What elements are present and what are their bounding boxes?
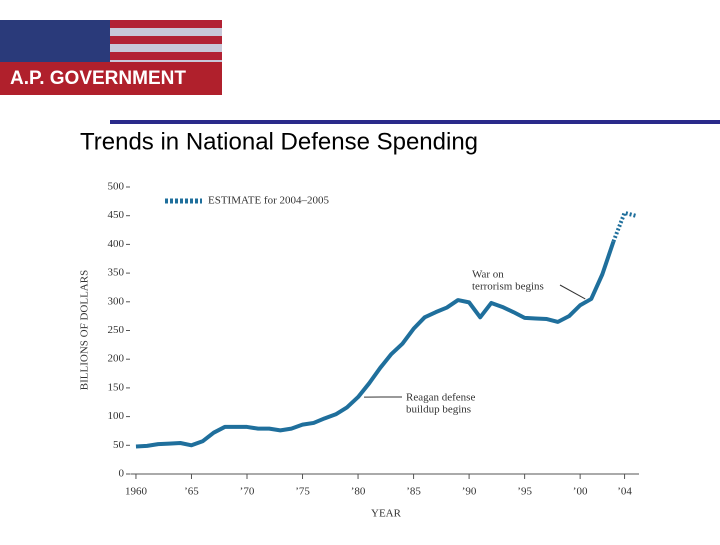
y-tick-label: 50 xyxy=(113,439,125,451)
annotation: War on xyxy=(472,269,504,281)
x-tick-label: ’75 xyxy=(295,486,310,498)
x-tick-label: ’04 xyxy=(617,486,632,498)
y-tick-label: 150 xyxy=(108,381,125,393)
x-tick-label: 1960 xyxy=(125,486,148,498)
y-axis-label: BILLIONS OF DOLLARS xyxy=(79,270,91,390)
x-tick-label: ’65 xyxy=(184,486,199,498)
banner-title: A.P. GOVERNMENT xyxy=(10,68,186,89)
y-tick-label: 200 xyxy=(108,353,125,365)
annotation-arrow xyxy=(560,285,585,299)
x-tick-label: ’95 xyxy=(517,486,532,498)
banner: A.P. GOVERNMENT xyxy=(0,20,222,95)
y-tick-label: 100 xyxy=(108,410,125,422)
y-tick-label: 500 xyxy=(108,181,125,193)
y-tick-label: 400 xyxy=(108,238,125,250)
x-tick-label: ’70 xyxy=(240,486,255,498)
y-tick-label: 250 xyxy=(108,324,125,336)
x-tick-label: ’00 xyxy=(573,486,588,498)
y-tick-label: 0 xyxy=(119,468,125,480)
slide-title: Trends in National Defense Spending xyxy=(80,128,478,155)
flag-stripe xyxy=(110,20,222,28)
y-tick-label: 450 xyxy=(108,209,125,221)
flag-stripe xyxy=(110,36,222,44)
x-tick-label: ’85 xyxy=(406,486,421,498)
annotation: Reagan defense xyxy=(406,392,475,404)
y-tick-label: 350 xyxy=(108,267,125,279)
x-tick-label: ’90 xyxy=(462,486,477,498)
x-tick-label: ’80 xyxy=(351,486,366,498)
legend-label: ESTIMATE for 2004–2005 xyxy=(208,195,329,207)
flag-stripe xyxy=(110,52,222,60)
series-line xyxy=(613,213,635,242)
series-line xyxy=(136,242,614,447)
annotation: buildup begins xyxy=(406,404,471,416)
annotation: terrorism begins xyxy=(472,281,544,293)
y-tick-label: 300 xyxy=(108,295,125,307)
x-axis-label: YEAR xyxy=(371,508,402,520)
flag-field xyxy=(0,20,110,62)
